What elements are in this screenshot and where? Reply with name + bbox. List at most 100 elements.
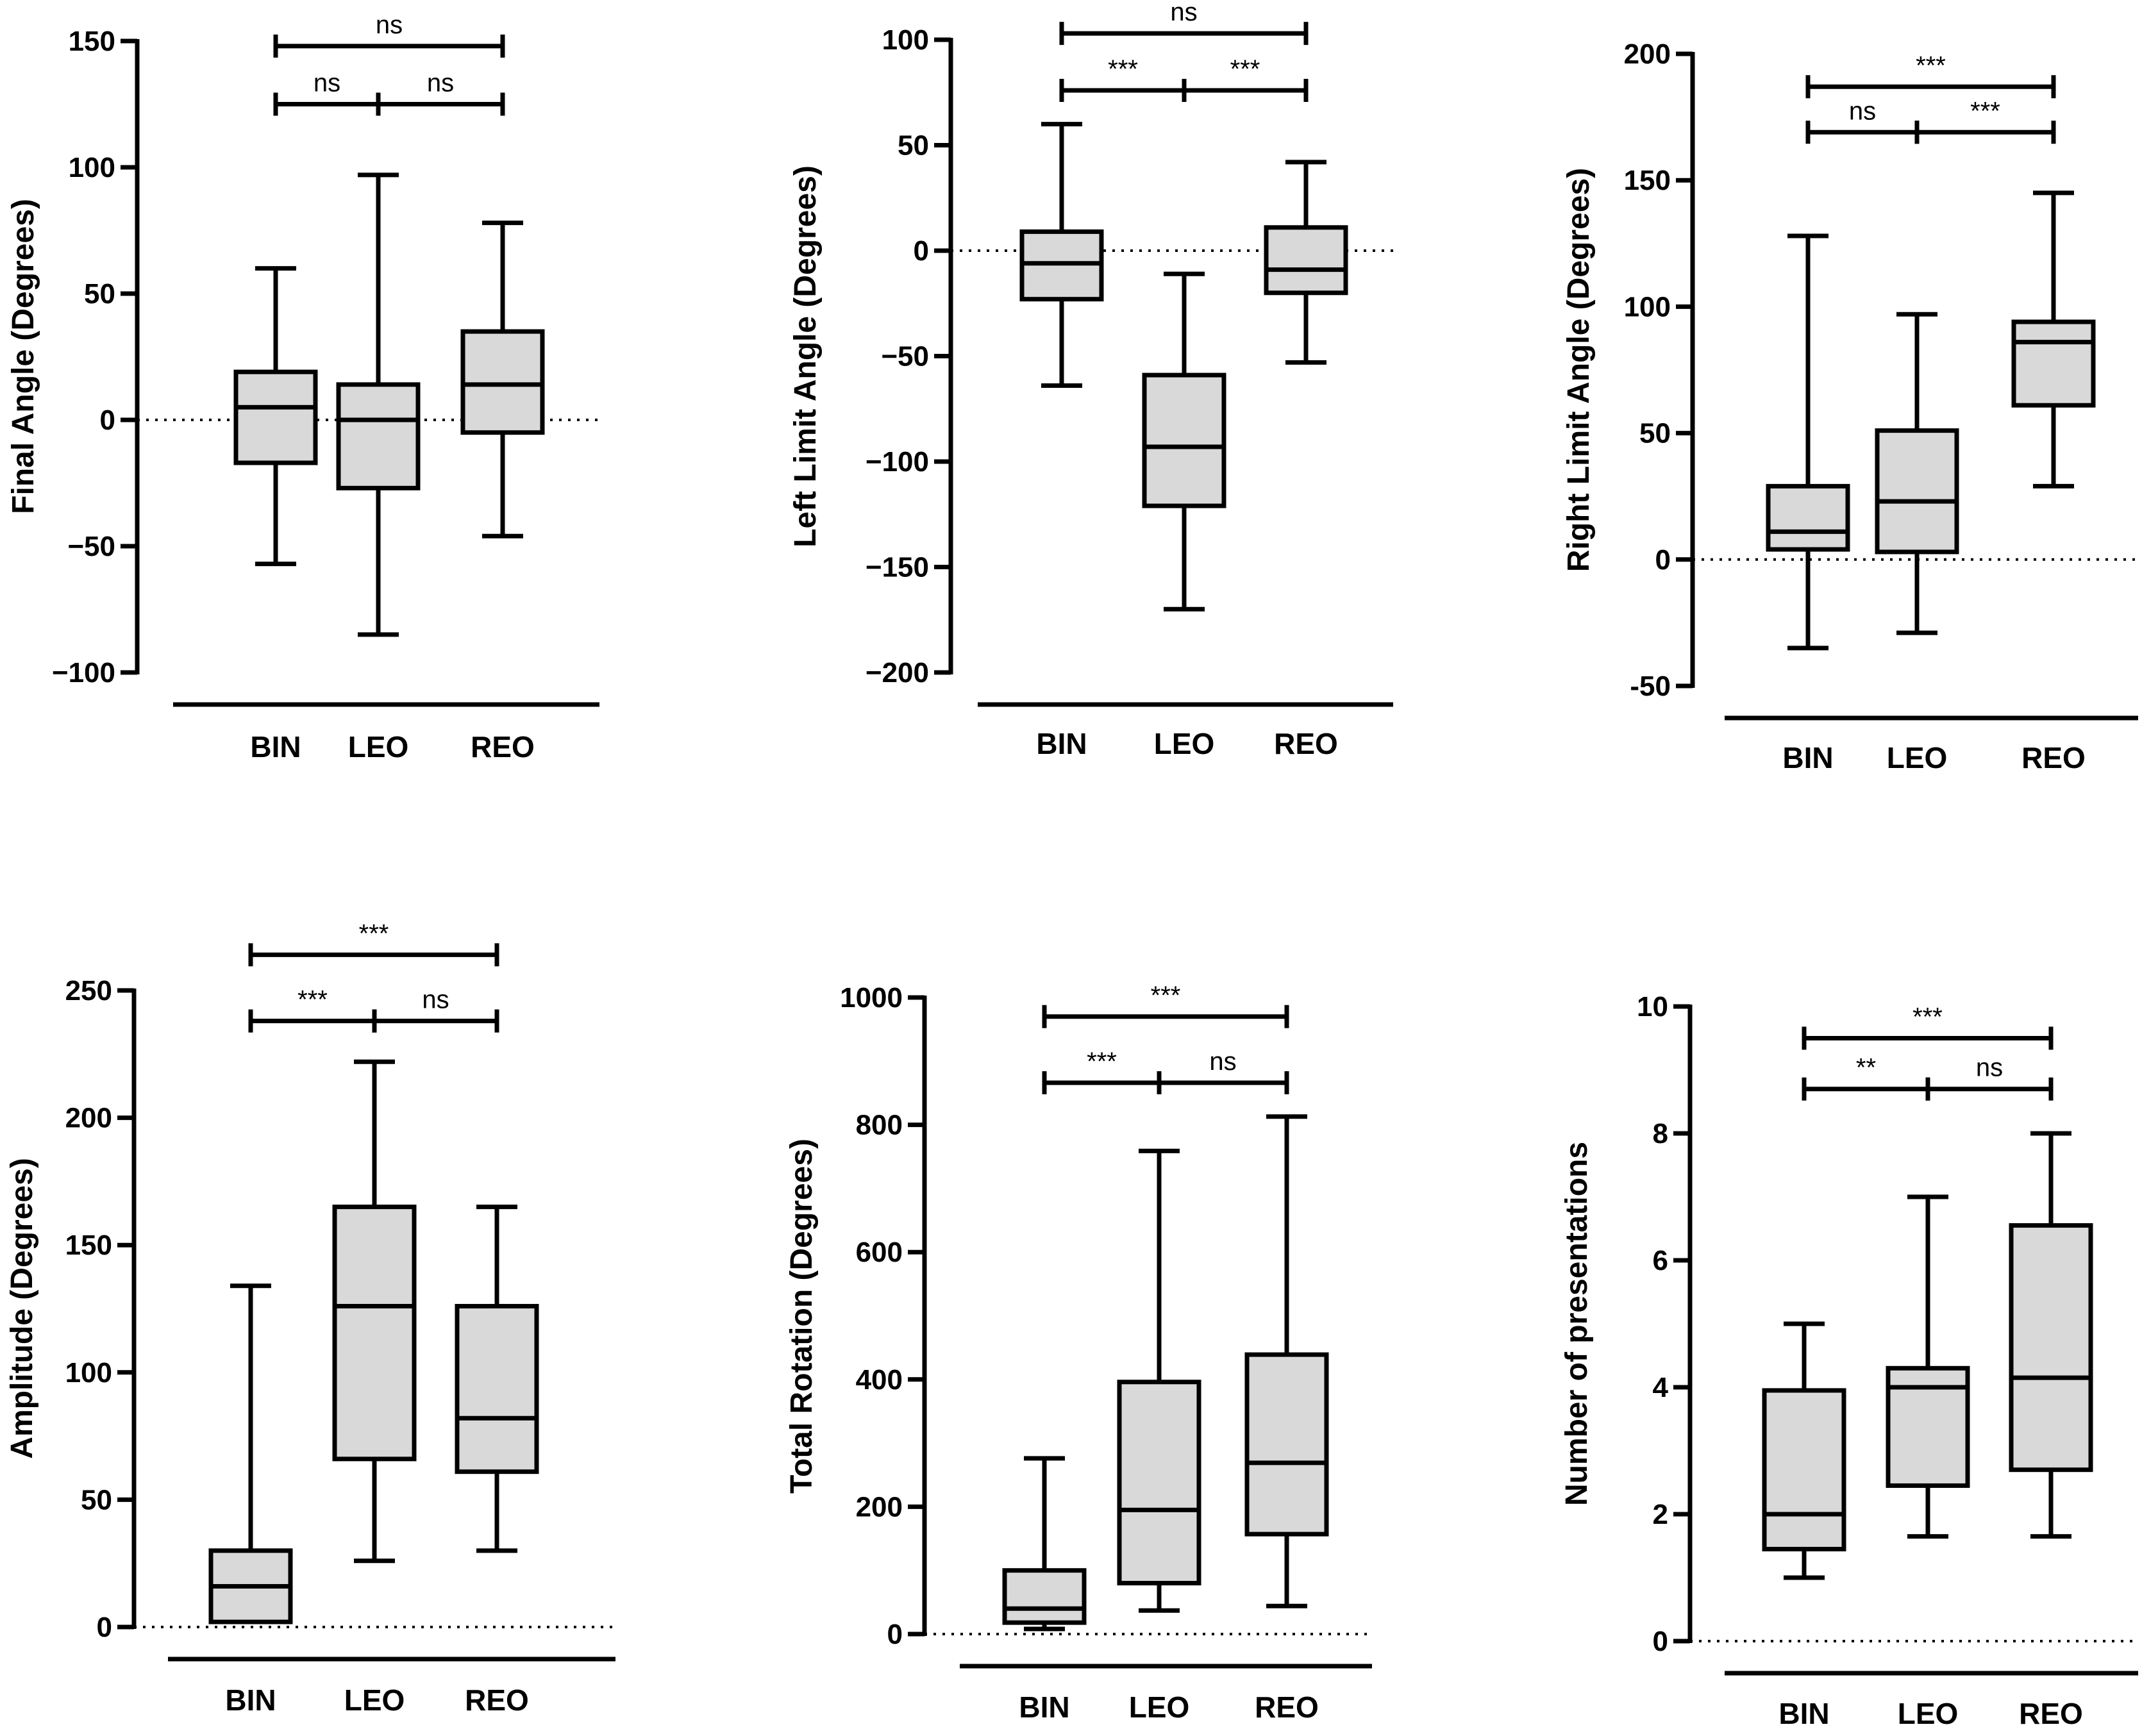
y-tick-label: 2 <box>1653 1499 1668 1530</box>
box-leo <box>336 172 421 637</box>
category-label: LEO <box>348 730 409 764</box>
box-leo <box>332 1059 417 1564</box>
box-reo <box>455 1205 539 1553</box>
iqr-box <box>455 1304 539 1474</box>
significance-label: ** <box>1856 1054 1876 1082</box>
iqr-box <box>332 1205 417 1462</box>
y-tick-label: 0 <box>100 405 115 436</box>
y-tick-label: −100 <box>866 446 929 478</box>
box-bin <box>1762 1321 1846 1580</box>
y-tick-label: −100 <box>52 657 115 689</box>
iqr-box <box>2011 319 2096 408</box>
y-axis-title: Number of presentations <box>1560 1142 1594 1506</box>
chart-panel-2: 100 50 0 −50 −100 −150 −200 Left Limit Angle (D… <box>789 0 1393 760</box>
iqr-box <box>1264 225 1348 296</box>
chart-panel-3: 200 150 100 50 0 -50 Right Limit Angle (Degree… <box>1562 38 2138 774</box>
y-tick-label: 150 <box>1624 165 1671 196</box>
box-bin <box>208 1283 293 1624</box>
y-axis-title: Left Limit Angle (Degrees) <box>789 165 823 547</box>
y-tick-label: −50 <box>881 341 929 372</box>
y-tick-label: 0 <box>1653 1626 1668 1657</box>
y-tick-label: −150 <box>866 552 929 583</box>
category-label: REO <box>465 1683 529 1717</box>
y-tick-label: 800 <box>856 1110 903 1141</box>
y-tick-label: 400 <box>856 1364 903 1396</box>
category-label: BIN <box>1019 1690 1069 1724</box>
y-tick-label: 100 <box>69 152 115 183</box>
category-label: BIN <box>1782 741 1833 774</box>
category-label: LEO <box>1898 1697 1959 1730</box>
chart-panel-5: 1000 800 600 400 200 0 Total Rotation (Degrees… <box>785 981 1372 1724</box>
y-tick-label: 50 <box>81 1484 112 1515</box>
y-tick-label: 50 <box>1639 418 1671 449</box>
y-tick-label: 200 <box>856 1491 903 1523</box>
y-tick-label: 200 <box>65 1103 112 1134</box>
significance-bracket: *** <box>1042 1047 1162 1095</box>
y-tick-label: 100 <box>65 1357 112 1389</box>
box-reo <box>1244 1114 1329 1608</box>
iqr-box <box>1142 372 1226 508</box>
box-leo <box>1142 271 1226 612</box>
significance-bracket: *** <box>1802 1003 2054 1050</box>
iqr-box <box>233 369 318 465</box>
y-tick-label: 0 <box>1655 544 1671 576</box>
significance-label: ns <box>422 986 449 1014</box>
chart-panel-1: 150 100 50 0 −50 −100 Final Angle (Degrees) BIN… <box>6 11 599 764</box>
category-label: LEO <box>344 1683 405 1717</box>
box-reo <box>2011 190 2096 488</box>
box-bin <box>1766 233 1850 651</box>
y-tick-label: 10 <box>1637 991 1668 1022</box>
significance-label: *** <box>359 919 389 947</box>
significance-label: *** <box>1916 51 1946 79</box>
chart-panel-4: 250 200 150 100 50 0 Amplitude (Degrees) BIN LEO… <box>5 919 615 1717</box>
significance-label: *** <box>1230 55 1260 83</box>
category-label: REO <box>1255 1690 1319 1724</box>
y-axis-title: Amplitude (Degrees) <box>5 1158 39 1458</box>
significance-label: *** <box>1912 1003 1943 1031</box>
category-label: REO <box>2021 741 2086 774</box>
significance-label: ns <box>1976 1054 2003 1082</box>
iqr-box <box>1002 1568 1087 1625</box>
box-bin <box>1019 122 1104 388</box>
y-tick-label: 0 <box>887 1619 903 1650</box>
y-tick-label: 50 <box>84 278 115 310</box>
box-leo <box>1875 312 1959 635</box>
category-label: LEO <box>1154 727 1215 760</box>
significance-bracket: ns <box>1925 1054 2054 1101</box>
y-tick-label: 4 <box>1653 1372 1669 1403</box>
significance-bracket: ns <box>273 11 505 58</box>
significance-label: *** <box>297 986 328 1014</box>
significance-bracket: ns <box>372 986 499 1033</box>
iqr-box <box>1762 1388 1846 1551</box>
significance-bracket: *** <box>1182 55 1309 102</box>
y-tick-label: 6 <box>1653 1245 1668 1276</box>
significance-bracket: *** <box>248 986 377 1033</box>
significance-label: ns <box>1170 0 1197 26</box>
iqr-box <box>1117 1380 1201 1586</box>
y-tick-label: 8 <box>1653 1118 1668 1149</box>
iqr-box <box>1875 428 1959 555</box>
significance-label: *** <box>1970 97 2000 125</box>
y-tick-label: 0 <box>97 1612 112 1643</box>
box-bin <box>233 266 318 567</box>
y-tick-label: 1000 <box>840 982 903 1014</box>
iqr-box <box>336 382 421 490</box>
category-label: BIN <box>1036 727 1087 760</box>
y-tick-label: 250 <box>65 975 112 1006</box>
category-label: REO <box>1274 727 1338 760</box>
box-leo <box>1117 1148 1201 1613</box>
y-tick-label: 600 <box>856 1237 903 1268</box>
box-bin <box>1002 1456 1087 1632</box>
box-leo <box>1886 1194 1970 1539</box>
y-tick-label: 150 <box>69 26 115 57</box>
category-label: REO <box>2019 1697 2083 1730</box>
significance-bracket: *** <box>1914 97 2056 144</box>
iqr-box <box>1244 1352 1329 1537</box>
y-axis-title: Total Rotation (Degrees) <box>785 1139 819 1494</box>
significance-label: ns <box>1849 97 1876 125</box>
significance-bracket: ns <box>1157 1047 1289 1095</box>
y-axis-title: Final Angle (Degrees) <box>6 199 40 514</box>
significance-bracket: *** <box>1042 981 1289 1028</box>
y-axis-title: Right Limit Angle (Degrees) <box>1562 168 1596 572</box>
